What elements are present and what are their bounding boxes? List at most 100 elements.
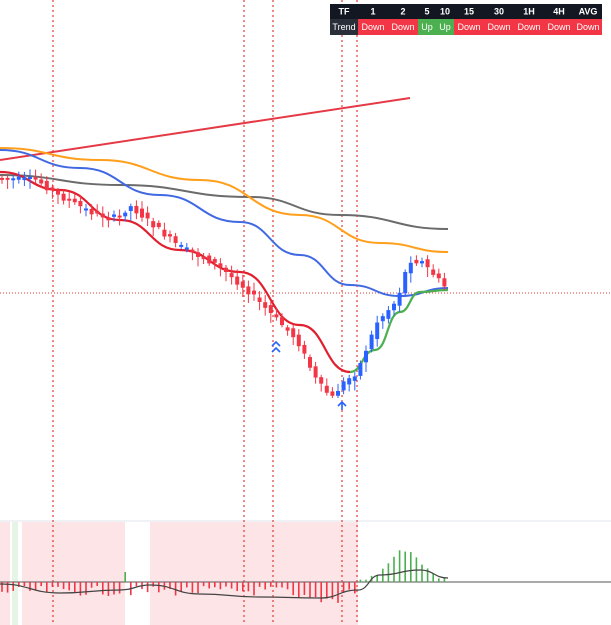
histogram-bar (113, 582, 115, 595)
oscillator-line (0, 569, 449, 599)
histogram-bar (438, 578, 440, 582)
candle-body (95, 210, 100, 214)
trend-cell (358, 19, 388, 35)
histogram-bar (270, 582, 272, 587)
histogram-bar (6, 582, 9, 593)
histogram-bar (426, 568, 429, 582)
candle-body (375, 322, 380, 340)
histogram-bar (118, 582, 121, 594)
histogram-bar (421, 564, 423, 582)
header-label: 10 (440, 6, 450, 16)
candle-body (229, 273, 234, 278)
histogram-bar (326, 582, 328, 599)
header-cell (574, 4, 602, 19)
candle-body (347, 378, 352, 385)
header-label: 30 (494, 6, 504, 16)
candle-body (140, 208, 144, 218)
histogram-bar (281, 582, 283, 588)
histogram-bar (102, 582, 104, 595)
histogram-bar (1, 582, 3, 592)
histogram-bar (264, 582, 266, 590)
histogram-bar (247, 582, 250, 592)
histogram-bar (404, 551, 406, 582)
header-cell (454, 4, 484, 19)
candle-body (224, 267, 228, 273)
candle-body (168, 234, 172, 237)
histogram-bar (337, 582, 339, 603)
candle-body (50, 187, 55, 191)
histogram-bar (85, 582, 87, 595)
header-cell (330, 4, 358, 19)
histogram-bar (393, 556, 395, 582)
histogram-bar (191, 582, 194, 593)
histogram-bar (124, 572, 126, 582)
trend-label: Down (547, 22, 570, 32)
histogram-bar (146, 582, 149, 593)
trend-table: TF Trend 1 Down 2 Down 5 Up 10 Up 15 Down 30 Down 1H Do… (330, 4, 602, 35)
header-cell (514, 4, 544, 19)
candle-body (364, 350, 368, 363)
header-cell (358, 4, 388, 19)
histogram-bar (18, 582, 20, 587)
candle-body (184, 247, 189, 250)
candle-body (28, 176, 32, 179)
candle-body (313, 366, 318, 378)
histogram-bar (275, 582, 278, 588)
candle-body (380, 316, 385, 322)
histogram-bar (12, 582, 14, 591)
trend-label: Down (457, 22, 480, 32)
trend-label: Up (439, 22, 451, 32)
histogram-bar (432, 573, 434, 582)
trend-cell (514, 19, 544, 35)
fast-ma-red (0, 170, 351, 374)
histogram-bar (51, 582, 54, 587)
candle-body (235, 276, 240, 285)
candle-body (145, 212, 150, 219)
trend-label: Up (421, 22, 433, 32)
candle-body (0, 177, 4, 180)
histogram-bar (96, 582, 98, 587)
candle-body (156, 222, 161, 228)
candle-body (100, 213, 105, 218)
candle-body (324, 385, 329, 393)
header-cell (418, 4, 436, 19)
header-label: TF (339, 6, 350, 16)
candle-body (280, 317, 284, 326)
candle-body (16, 176, 21, 180)
trend-cell (330, 19, 358, 35)
histogram-bar (152, 582, 154, 587)
candle-body (112, 214, 116, 217)
histogram-bar (74, 582, 76, 593)
header-cell (388, 4, 418, 19)
histogram-bar (410, 552, 412, 582)
trend-cell (544, 19, 574, 35)
candle-body (291, 328, 296, 338)
candle-body (117, 215, 122, 218)
histogram-bar (342, 582, 345, 593)
header-label: AVG (579, 6, 598, 16)
candle-body (442, 278, 447, 287)
histogram-bar (174, 582, 177, 596)
histogram-bar (253, 582, 255, 596)
trend-label: Down (391, 22, 414, 32)
candle-body (84, 208, 88, 211)
bullish-zone (12, 522, 18, 625)
histogram-bar (107, 582, 110, 596)
candle-body (341, 381, 346, 391)
signal-arrow (271, 340, 281, 347)
trend-cell (436, 19, 454, 35)
histogram-bar (208, 582, 210, 589)
candle-body (431, 269, 436, 275)
histogram-bar (225, 582, 227, 587)
histogram-bar (348, 582, 350, 590)
histogram-bar (29, 582, 31, 591)
candle-body (61, 193, 66, 201)
histogram-bar (180, 582, 182, 592)
candle-body (22, 177, 27, 181)
candle-body (330, 391, 335, 396)
candle-body (296, 334, 301, 347)
candle-body (123, 212, 128, 217)
candle-body (268, 305, 273, 314)
